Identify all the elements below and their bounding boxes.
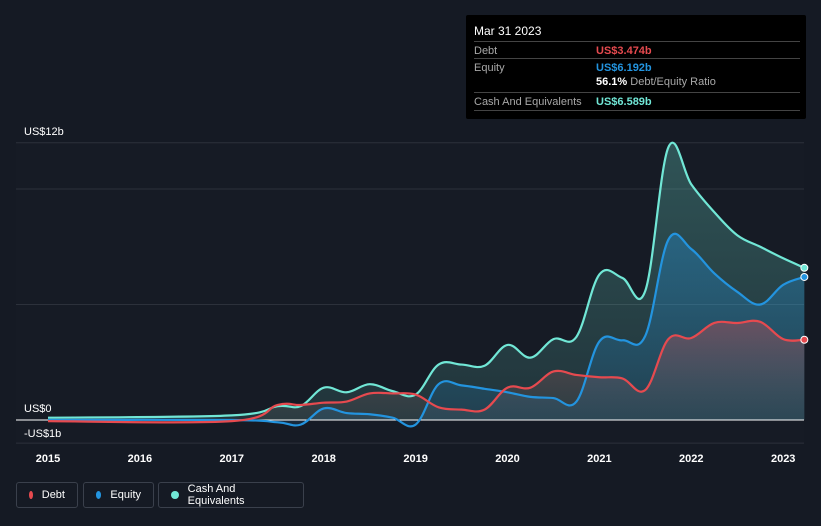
cash-dot-icon: [171, 491, 179, 499]
x-tick-label: 2016: [128, 453, 152, 465]
debt-dot-icon: [29, 491, 33, 499]
legend-cash[interactable]: Cash And Equivalents: [158, 482, 304, 508]
tooltip-equity-row: Equity US$6.192b: [474, 58, 800, 76]
x-tick-label: 2019: [403, 453, 427, 465]
tooltip-equity-label: Equity: [474, 62, 505, 74]
tooltip-ratio-value: 56.1%: [596, 76, 628, 88]
x-tick-label: 2022: [679, 453, 703, 465]
tooltip-ratio: 56.1% Debt/Equity Ratio: [596, 76, 716, 88]
x-tick-label: 2018: [311, 453, 335, 465]
tooltip-debt-label: Debt: [474, 45, 498, 57]
y-tick-label: -US$1b: [24, 428, 61, 440]
tooltip-cash-label: Cash And Equivalents: [474, 96, 582, 108]
legend-cash-label: Cash And Equivalents: [187, 483, 245, 507]
x-tick-label: 2023: [771, 453, 795, 465]
cash-and-equivalents-line: [47, 141, 805, 419]
tooltip-debt-row: Debt US$3.474b: [474, 41, 800, 59]
tooltip-date: Mar 31 2023: [474, 24, 542, 38]
legend-equity[interactable]: Equity: [83, 482, 154, 508]
x-tick-label: 2017: [220, 453, 244, 465]
equity-line: [47, 232, 805, 428]
equity-dot-icon: [96, 491, 102, 499]
legend-equity-label: Equity: [110, 489, 141, 501]
legend-debt-label: Debt: [41, 489, 65, 501]
tooltip-cash-row: Cash And Equivalents US$6.589b: [474, 92, 800, 111]
equity-end-point: [800, 272, 809, 281]
tooltip-equity-value: US$6.192b: [596, 62, 652, 74]
tooltip-debt-value: US$3.474b: [596, 45, 652, 57]
y-tick-label: US$12b: [24, 126, 64, 138]
debt-end-point: [800, 335, 809, 344]
y-tick-label: US$0: [24, 403, 52, 415]
debt-line: [47, 319, 805, 424]
x-tick-label: 2021: [587, 453, 611, 465]
tooltip: Mar 31 2023 Debt US$3.474b Equity US$6.1…: [466, 15, 806, 119]
tooltip-cash-value: US$6.589b: [596, 96, 652, 108]
tooltip-ratio-label: Debt/Equity Ratio: [630, 76, 716, 88]
x-tick-label: 2020: [495, 453, 519, 465]
debt-area: [48, 320, 805, 423]
legend-debt[interactable]: Debt: [16, 482, 78, 508]
cash-and-equivalents-end-point: [800, 263, 809, 272]
x-tick-label: 2015: [36, 453, 60, 465]
